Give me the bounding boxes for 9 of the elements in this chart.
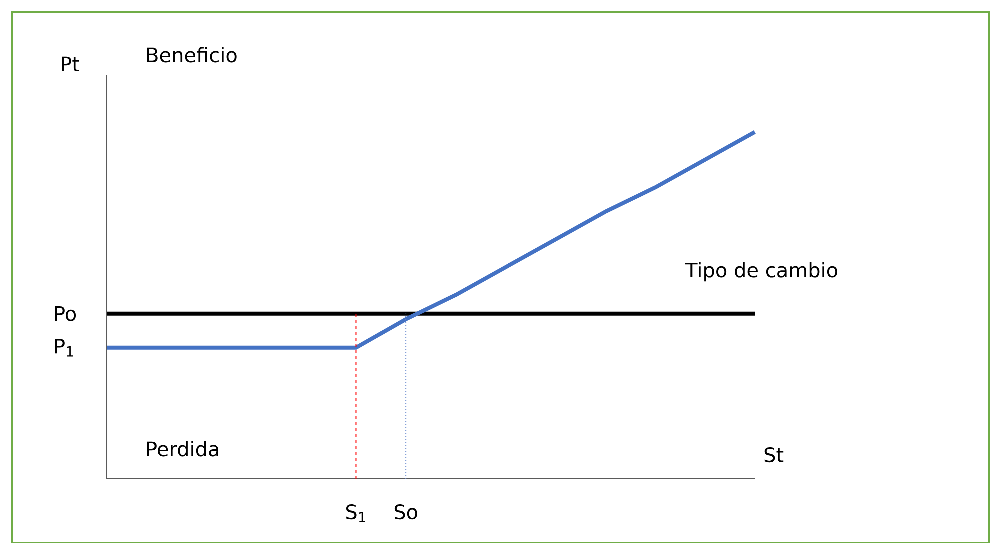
annotation: Tipo de cambio [685,262,838,282]
text: Beneficio [147,47,237,63]
series-label: P$_{1}$ [55,339,74,357]
x-tick-label: So [394,504,418,520]
series-label: Po [55,306,76,322]
x-tick-label: S$_{1}$ [346,504,366,522]
y-axis-title: Pt [62,56,80,72]
x-axis-title: St [764,447,784,463]
annotation: Perdida [147,441,218,457]
